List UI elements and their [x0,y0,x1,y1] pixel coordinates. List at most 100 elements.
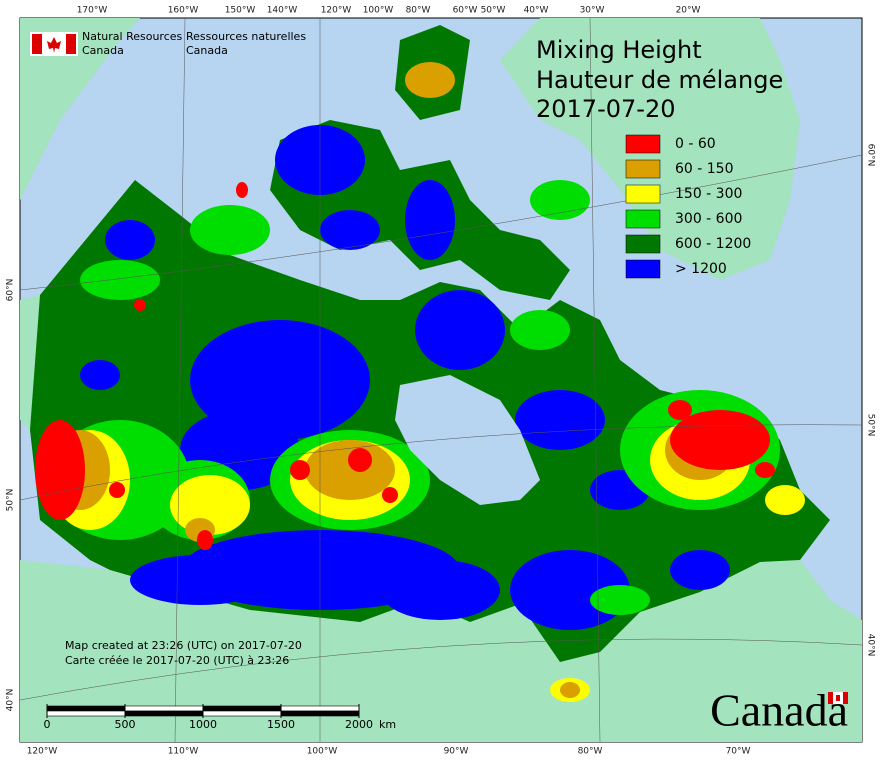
area [765,485,805,515]
area [305,440,395,500]
graticule [19,17,863,743]
scale-segment [124,705,204,712]
legend-label: 300 - 600 [675,211,742,227]
area [170,475,250,535]
scale-segment [202,710,282,717]
area [670,550,730,590]
scale-unit: km [379,718,396,731]
credit: Carte créée le 2017-07-20 (UTC) à 23:26 [65,654,289,667]
scale-segment [46,710,126,717]
agency-fr: Ressources naturelles [186,30,306,43]
graticule-label: 90°W [444,747,469,757]
graticule-label: 40°N [6,689,16,712]
area [105,220,155,260]
legend-swatch [625,209,661,229]
scale-label: 1000 [189,718,217,731]
graticule-label: 100°W [307,747,338,757]
graticule-label: 80°W [578,747,603,757]
graticule-label: 120°W [321,6,352,16]
maple-leaf [47,37,61,53]
area [130,555,270,605]
area [530,180,590,220]
agency-en: Natural Resources [82,30,183,43]
mixing-height-areas [35,62,805,702]
area [80,260,160,300]
usa [20,560,862,742]
area [382,487,398,503]
area [348,448,372,472]
legend-label: > 1200 [675,261,727,277]
legend-label: 600 - 1200 [675,236,751,252]
graticule-label: 70°W [726,747,751,757]
legend-label: 0 - 60 [675,136,716,152]
graticule-label: 60°W [453,6,478,16]
wordmark-leaf [836,695,840,701]
graticule-label: 40°N [866,634,876,657]
wordmark-flag-bar [843,692,848,704]
area [290,460,310,480]
wordmark-flag-bar [828,692,833,704]
legend-swatch [625,234,661,254]
scale-segment [46,705,126,712]
graticule-label: 120°W [27,747,58,757]
area [236,182,248,198]
legend-swatch [625,184,661,204]
area [380,560,500,620]
area [134,299,146,311]
graticule-label: 30°W [580,6,605,16]
scale-segment [280,710,360,717]
area [405,180,455,260]
title-date: 2017-07-20 [536,95,675,123]
scale-label: 1500 [267,718,295,731]
graticule-label: 140°W [267,6,298,16]
graticule-label: 160°W [168,6,199,16]
graticule-label: 60°N [6,279,16,302]
legend-swatch [625,134,661,154]
graticule-label: 170°W [77,6,108,16]
flag-bar [32,34,42,54]
legend-swatch [625,259,661,279]
credit: Map created at 23:26 (UTC) on 2017-07-20 [65,639,302,652]
area [560,682,580,698]
legend-label: 150 - 300 [675,186,742,202]
area [35,420,85,520]
area [590,585,650,615]
scale-segment [202,705,282,712]
graticule-label: 20°W [676,6,701,16]
title-fr: Hauteur de mélange [536,66,783,94]
scale-segment [124,710,204,717]
agency-fr: Canada [186,44,228,57]
graticule-label: 150°W [225,6,256,16]
hudson-bay [395,375,540,505]
graticule-label: 80°W [406,6,431,16]
scale-label: 0 [44,718,51,731]
title-en: Mixing Height [536,36,702,64]
area [415,290,505,370]
area [668,400,692,420]
graticule-label: 50°N [6,489,16,512]
area [515,390,605,450]
area [405,62,455,98]
area [510,310,570,350]
graticule-label: 50°N [866,414,876,437]
scale-segment [280,705,360,712]
agency-en: Canada [82,44,124,57]
area [320,210,380,250]
legend-swatch [625,159,661,179]
scale-label: 2000 [345,718,373,731]
area [190,320,370,440]
scale-label: 500 [115,718,136,731]
graticule-label: 100°W [363,6,394,16]
area [197,530,213,550]
legend-label: 60 - 150 [675,161,734,177]
flag-bar [66,34,76,54]
graticule-label: 40°W [524,6,549,16]
area [755,462,775,478]
area [190,205,270,255]
graticule-label: 60°N [866,144,876,167]
graticule-label: 110°W [168,747,199,757]
graticule-label: 50°W [481,6,506,16]
area [80,360,120,390]
